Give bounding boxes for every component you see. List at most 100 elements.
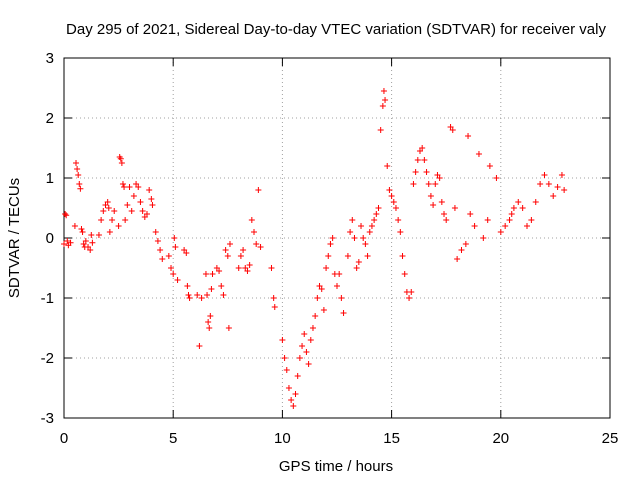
y-tick-label: 3 [46,50,54,67]
y-axis-label: SDTVAR / TECUs [6,178,23,298]
data-point [554,184,561,190]
data-point [397,229,404,235]
data-point [95,232,102,238]
data-point [226,241,233,247]
data-point [351,235,358,241]
data-point [128,208,135,214]
data-point [508,211,515,217]
data-point [235,265,242,271]
data-point [220,292,227,298]
data-points [61,88,568,409]
data-point [399,253,406,259]
data-point [78,226,85,232]
x-tick-label: 25 [602,430,619,447]
axis-ticks: 0 5 10 15 20 25 -3 -2 -1 0 1 2 3 [41,50,619,447]
data-point [484,217,491,223]
data-point [515,199,522,205]
data-point [76,181,83,187]
data-point [497,229,504,235]
data-point [412,169,419,175]
data-point [67,239,74,246]
data-point [458,247,465,253]
data-point [206,325,213,331]
data-point [87,247,94,253]
data-point [362,241,369,247]
data-point [222,247,229,253]
data-point [105,205,112,211]
data-point [139,208,146,214]
data-point [432,181,439,187]
data-point [329,235,336,241]
y-tick-label: -1 [41,290,54,307]
data-point [165,253,172,259]
chart-title: Day 295 of 2021, Sidereal Day-to-day VTE… [66,21,606,38]
x-axis-label: GPS time / hours [279,458,393,475]
data-point [406,295,413,301]
data-point [82,238,89,244]
data-point [270,295,277,301]
data-point [312,313,319,319]
data-point [349,217,356,223]
data-point [77,185,84,192]
data-point [371,217,378,223]
data-point [502,223,509,229]
data-point [390,199,397,205]
data-point [338,295,345,301]
x-tick-label: 15 [383,430,400,447]
data-point [246,262,253,268]
data-point [63,212,70,219]
data-point [168,265,175,271]
data-point [467,211,474,217]
x-tick-label: 5 [169,430,177,447]
data-point [471,223,478,229]
data-point [279,337,286,343]
data-point [449,127,456,133]
data-point [510,205,517,211]
data-point [340,310,347,316]
data-point [149,202,156,208]
data-point [334,283,340,289]
data-point [299,343,306,349]
y-tick-label: -2 [41,350,54,367]
data-point [152,229,159,235]
data-point [558,172,565,178]
data-point [170,271,177,277]
data-point [475,151,482,157]
data-point [271,304,278,310]
data-point [171,235,178,241]
data-point [419,145,426,151]
data-point [143,211,150,217]
data-point [368,223,375,229]
data-point [292,391,299,397]
data-point [451,205,458,211]
data-point [425,181,432,187]
data-point [379,103,386,109]
data-point [174,277,181,283]
data-point [377,127,384,133]
data-point [216,268,223,274]
data-point [360,235,367,241]
data-point [64,238,71,244]
x-tick-label: 0 [60,430,68,447]
data-point [104,199,111,205]
data-point [441,211,448,217]
data-point [305,361,312,367]
data-point [159,256,166,262]
data-point [401,271,408,277]
data-point [89,239,96,246]
x-tick-label: 10 [274,430,291,447]
data-point [137,199,144,205]
data-point [118,160,125,166]
data-point [130,193,137,199]
data-point [427,193,434,199]
data-point [386,187,393,193]
data-point [207,313,214,319]
data-point [257,244,264,250]
data-point [283,367,290,373]
data-point [528,217,535,223]
data-point [366,229,373,235]
data-point [106,229,113,235]
data-point [74,166,81,172]
y-tick-label: 1 [46,170,54,187]
data-point [71,223,78,229]
